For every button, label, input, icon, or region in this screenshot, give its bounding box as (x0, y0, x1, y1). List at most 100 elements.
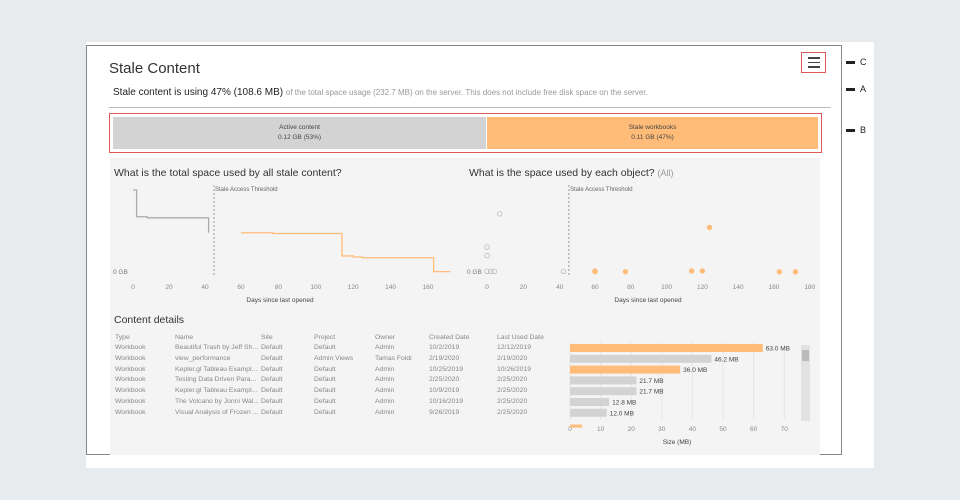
bar (570, 424, 583, 428)
object-space-chart-title: What is the space used by each object? (… (469, 167, 674, 179)
series-line-active (133, 189, 210, 233)
column-header[interactable]: Name (175, 334, 194, 341)
column-header[interactable]: Project (314, 334, 336, 341)
table-cell: 12/12/2019 (497, 344, 532, 351)
x-tick-label: 60 (237, 284, 245, 291)
table-cell: Default (314, 376, 336, 384)
scatter-point (688, 268, 695, 274)
segment-value: 0.11 GB (47%) (631, 134, 674, 141)
table-scrollbar[interactable] (801, 345, 810, 421)
scatter-point (484, 252, 490, 259)
x-tick-label: 70 (781, 426, 789, 433)
bar (570, 365, 681, 374)
bar (570, 387, 637, 396)
stale-workbooks-segment[interactable]: Stale workbooks 0.11 GB (47%) (487, 117, 818, 149)
x-tick-label: 120 (697, 284, 708, 291)
x-tick-label: 100 (661, 284, 672, 291)
y-axis-label: 0 GB (467, 269, 482, 276)
scatter-point (487, 268, 494, 274)
table-cell: Default (314, 387, 336, 395)
table-cell: Workbook (115, 365, 146, 373)
column-header[interactable]: Owner (375, 334, 396, 341)
threshold-label: Stale Access Threshold (570, 187, 633, 193)
dashboard-area (110, 158, 820, 455)
active-content-segment[interactable]: Active content 0.12 GB (53%) (113, 117, 488, 149)
bar-label: 12.8 MB (612, 400, 636, 407)
scatter-point (560, 268, 567, 274)
table-cell: Workbook (115, 354, 146, 362)
column-header[interactable]: Type (115, 334, 130, 341)
table-cell: Admin (375, 408, 395, 416)
bar (570, 354, 712, 363)
table-cell: Default (261, 398, 283, 405)
hamburger-icon-line (807, 66, 820, 68)
bar-label: 36.0 MB (683, 367, 707, 374)
table-cell: Admin (375, 344, 395, 351)
x-tick-label: 100 (310, 284, 321, 291)
hamburger-icon (807, 57, 820, 59)
x-axis-title: Days since last opened (246, 297, 314, 304)
summary-rest: of the total space usage (232.7 MB) on t… (285, 88, 648, 97)
x-tick-label: 40 (556, 284, 564, 291)
x-tick-label: 160 (423, 284, 434, 291)
table-cell: Default (261, 387, 283, 395)
column-header[interactable]: Last Used Date (497, 334, 544, 341)
x-tick-label: 140 (733, 284, 744, 291)
table-cell: 10/2/2019 (429, 344, 460, 351)
table-cell: Beautiful Trash by Jeff Sh... (175, 344, 258, 351)
table-cell: Workbook (115, 344, 146, 351)
x-tick-label: 30 (658, 426, 666, 433)
x-tick-label: 0 (485, 284, 489, 291)
threshold-label: Stale Access Threshold (215, 187, 278, 193)
table-cell: Testing Data Driven Para... (175, 376, 257, 384)
table-cell: 9/26/2019 (429, 408, 460, 416)
menu-button[interactable] (801, 52, 826, 73)
table-cell: 10/9/2019 (429, 387, 460, 395)
bar (570, 398, 610, 406)
table-cell: 10/26/2019 (497, 365, 532, 373)
table-cell: Admin (375, 387, 395, 395)
y-axis-label: 0 GB (113, 269, 128, 276)
x-tick-label: 140 (385, 284, 396, 291)
summary-text: Stale content is using 47% (108.6 MB) of… (113, 87, 648, 98)
scatter-point (484, 268, 490, 274)
bar-label: 46.2 MB (714, 356, 738, 363)
table-cell: Default (261, 365, 283, 373)
x-tick-label: 80 (627, 284, 635, 291)
scatter-point (497, 211, 503, 217)
x-tick-label: 20 (165, 284, 173, 291)
table-cell: Kepler.gl Tableau Exampl... (175, 365, 258, 373)
total-space-chart-title: What is the total space used by all stal… (114, 167, 342, 179)
table-cell: 10/25/2019 (429, 365, 464, 373)
scatter-point (491, 268, 497, 274)
column-header[interactable]: Site (261, 334, 273, 341)
bar-label: 21.7 MB (639, 378, 663, 385)
column-header[interactable]: Created Date (429, 334, 470, 341)
table-cell: Kepler.gl Tableau Exampl... (175, 387, 258, 395)
segment-value: 0.12 GB (53%) (278, 134, 322, 141)
x-tick-label: 20 (520, 284, 528, 291)
bar (570, 344, 763, 352)
x-tick-label: 0 (131, 284, 135, 291)
annotation-a: A (846, 84, 866, 94)
scatter-point (699, 268, 706, 274)
table-cell: Default (261, 354, 283, 362)
table-cell: The Volcano by Jonni Wal... (175, 398, 259, 405)
table-cell: 2/25/2020 (497, 398, 528, 405)
x-tick-label: 60 (750, 426, 758, 433)
table-cell: Admin (375, 365, 395, 373)
annotation-b: B (846, 125, 866, 135)
x-tick-label: 40 (689, 426, 697, 433)
filter-value[interactable]: (All) (657, 168, 674, 178)
scatter-point (792, 269, 799, 275)
x-tick-label: 40 (201, 284, 209, 291)
content-details-title: Content details (114, 314, 185, 326)
bar-x-axis-title: Size (MB) (663, 439, 692, 446)
annotation-c: C (846, 57, 867, 67)
summary-bold: Stale content is using 47% (108.6 MB) (113, 87, 284, 98)
x-tick-label: 80 (275, 284, 283, 291)
bar-label: 21.7 MB (639, 389, 663, 396)
table-cell: 2/25/2020 (497, 408, 528, 416)
total-space-line-chart: 0 20 40 60 80 100 120 140 160 (131, 185, 451, 291)
scrollbar-thumb[interactable] (802, 350, 809, 361)
